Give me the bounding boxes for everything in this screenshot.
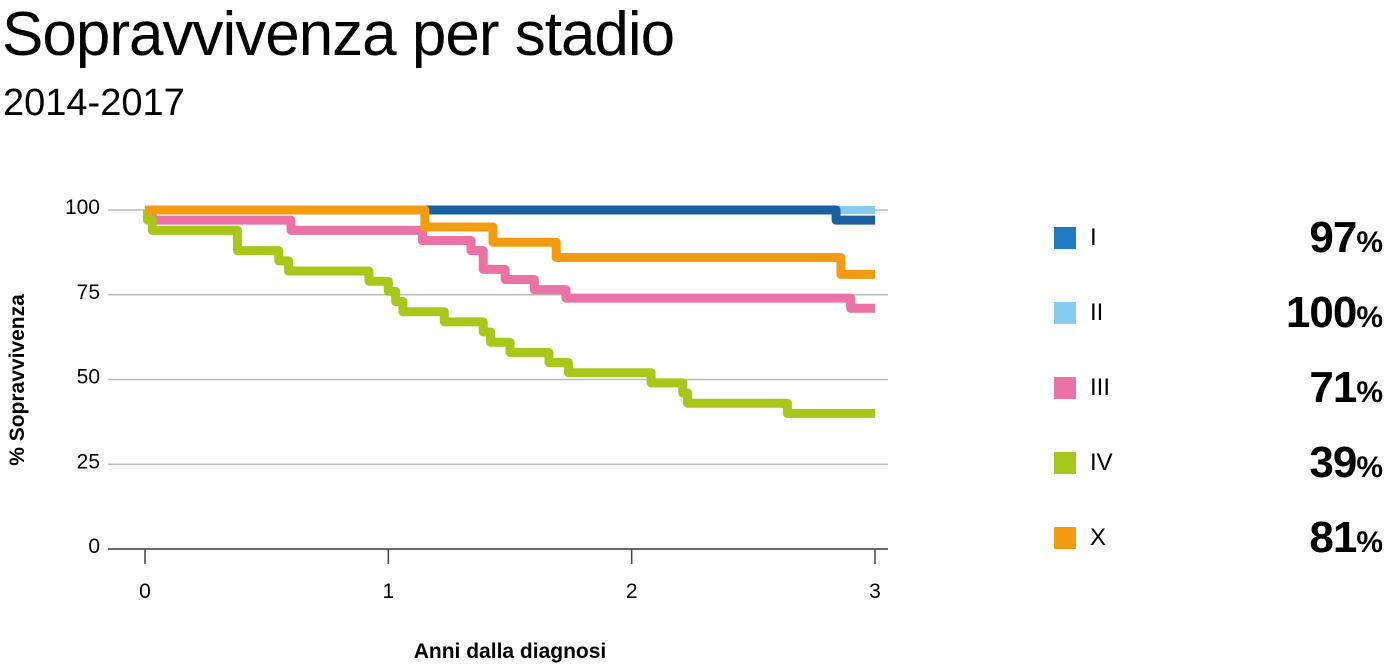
legend-swatch (1054, 227, 1076, 249)
legend-item-X: X 81% (1054, 513, 1384, 562)
final-survival-value: 39% (1309, 438, 1383, 487)
y-tick-label: 100 (65, 196, 100, 219)
legend-item-III: III 71% (1054, 363, 1384, 412)
x-tick-label: 2 (626, 580, 638, 603)
y-tick-label: 0 (88, 535, 100, 558)
legend-label: I (1090, 224, 1097, 251)
final-survival-value: 71% (1309, 363, 1383, 412)
y-tick-label: 25 (77, 450, 100, 473)
legend-label: IV (1090, 449, 1113, 476)
chart-title: Sopravvivenza per stadio (2, 0, 675, 69)
legend-label: X (1090, 524, 1107, 551)
legend-item-IV: IV 39% (1054, 438, 1384, 487)
series-line-X (145, 205, 875, 279)
series-line-I (145, 205, 875, 225)
legend-label: III (1090, 374, 1111, 401)
legend-label: II (1090, 299, 1104, 326)
y-tick-label: 50 (77, 366, 100, 389)
final-survival-value: 100% (1285, 288, 1383, 337)
final-survival-value: 81% (1309, 513, 1383, 562)
legend-item-I: I 97% (1054, 213, 1384, 262)
y-axis-label: % Sopravvivenza (6, 294, 29, 466)
series-line-III (145, 205, 875, 313)
y-tick-label: 75 (77, 281, 100, 304)
legend-swatch (1054, 452, 1076, 474)
x-tick-label: 1 (382, 580, 394, 603)
x-tick-label: 0 (139, 580, 151, 603)
x-tick-label: 3 (869, 580, 881, 603)
legend-swatch (1054, 377, 1076, 399)
legend-item-II: II 100% (1054, 288, 1384, 337)
series-line-IV (142, 205, 875, 418)
final-survival-value: 97% (1309, 213, 1383, 262)
x-axis-label: Anni dalla diagnosi (414, 640, 607, 663)
legend-swatch (1054, 302, 1076, 324)
chart-subtitle: 2014-2017 (3, 82, 185, 124)
legend-swatch (1054, 527, 1076, 549)
